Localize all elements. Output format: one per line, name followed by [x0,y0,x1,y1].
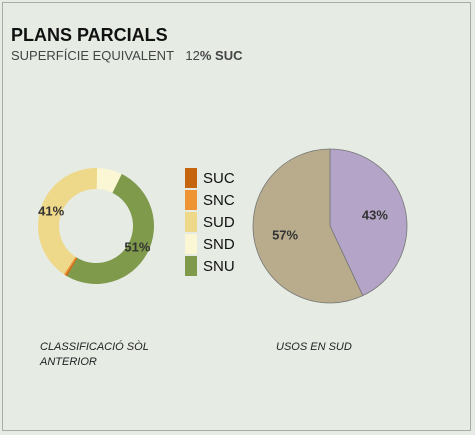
slice [329,148,408,297]
subtitle-text: SUPERFÍCIE EQUIVALENT [11,48,174,63]
legend-label: SNU [203,258,235,275]
legend-label: SND [203,236,235,253]
legend-swatch [185,212,197,232]
subtitle: SUPERFÍCIE EQUIVALENT 12% SUC [11,48,243,63]
legend-label: SNC [203,192,235,209]
title: PLANS PARCIALS [11,25,168,45]
legend-swatch [185,256,197,276]
slice [65,257,78,277]
subtitle-unit: % SUC [200,48,243,63]
slice [67,174,155,285]
data-label: 41% [38,203,64,218]
legend-swatch [185,234,197,254]
legend-label: SUD [203,214,235,231]
data-label: 43% [362,207,388,222]
frame [2,2,471,431]
slice [96,168,122,193]
data-label: 51% [124,240,150,255]
data-label: 57% [272,227,298,242]
legend-swatch [185,168,197,188]
slice [252,148,364,304]
subtitle-number: 12 [185,48,199,63]
slice [38,168,98,275]
caption: USOS EN SUD [276,341,352,353]
legend-label: SUC [203,170,235,187]
slice [63,256,77,276]
legend-swatch [185,190,197,210]
caption: CLASSIFICACIÓ SÒL ANTERIOR [40,341,149,368]
